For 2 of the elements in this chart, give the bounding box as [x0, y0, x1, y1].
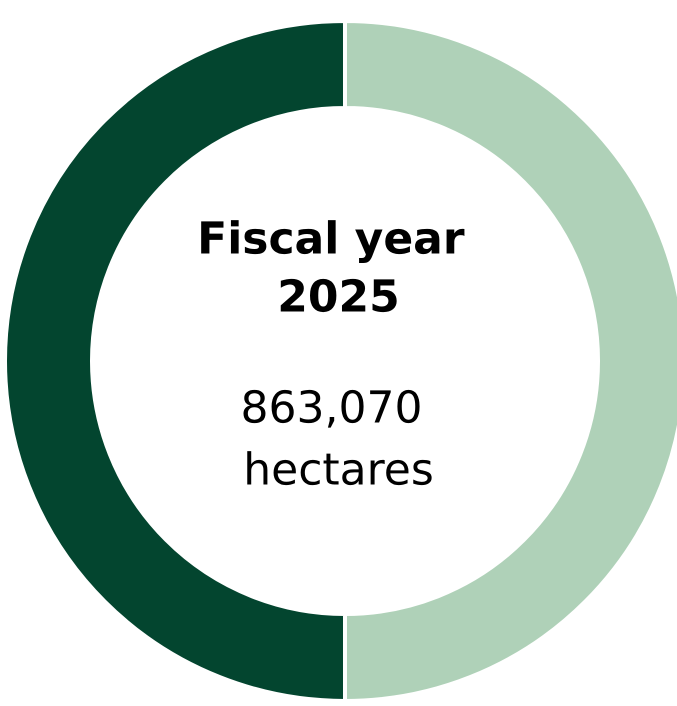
text: Fiscal year 2025	[197, 214, 480, 322]
text: 863,070 hectares	[240, 382, 436, 496]
